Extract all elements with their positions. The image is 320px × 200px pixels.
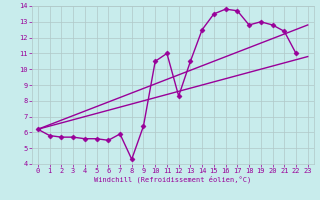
X-axis label: Windchill (Refroidissement éolien,°C): Windchill (Refroidissement éolien,°C) xyxy=(94,176,252,183)
